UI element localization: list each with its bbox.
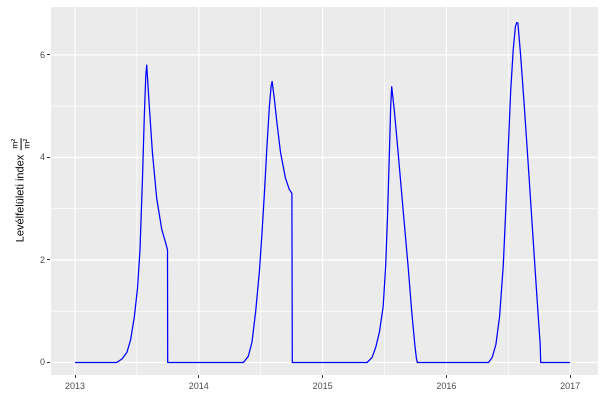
y-tick-label: 2: [39, 254, 45, 265]
x-tick-label: 2013: [64, 381, 86, 391]
x-tick-label: 2014: [188, 381, 209, 391]
y-tick-label: 0: [39, 357, 45, 368]
y-tick-label: 6: [39, 49, 45, 60]
y-tick-mark: [47, 54, 50, 56]
x-tick-mark: [445, 375, 447, 378]
y-tick-mark: [47, 361, 50, 363]
x-tick-mark: [198, 375, 200, 378]
y-axis-title-text: Levélfelületi index: [15, 154, 27, 243]
y-tick-label: 4: [39, 152, 45, 163]
x-tick-mark: [74, 375, 76, 378]
y-axis-title-fraction: m² m²: [9, 137, 32, 150]
x-tick-mark: [322, 375, 324, 378]
y-tick-mark: [47, 259, 50, 261]
lai-series-line: [75, 21, 571, 364]
fraction-numerator: m²: [9, 137, 22, 150]
x-tick-mark: [569, 375, 571, 378]
x-tick-label: 2016: [436, 381, 457, 391]
fraction-denominator: m²: [21, 138, 32, 149]
y-tick-mark: [47, 156, 50, 158]
x-tick-label: 2015: [312, 381, 333, 391]
x-tick-label: 2017: [560, 381, 581, 391]
